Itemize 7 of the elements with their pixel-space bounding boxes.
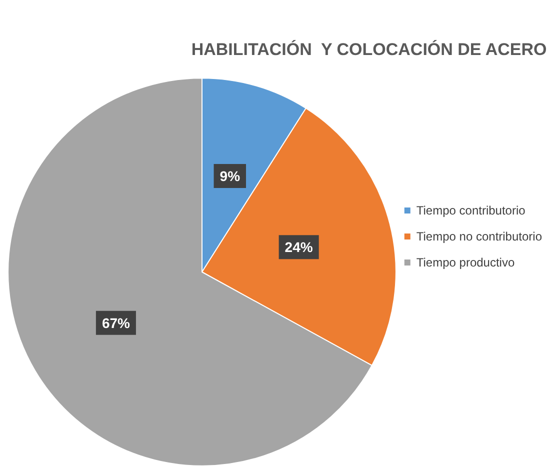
chart-title: HABILITACIÓN Y COLOCACIÓN DE ACERO [191,39,547,59]
legend-label: Tiempo contributorio [416,204,526,218]
data-label: 24% [284,239,314,256]
data-label: 9% [220,168,241,184]
data-label: 67% [102,314,131,331]
legend-label: Tiempo productivo [416,256,515,270]
legend-label: Tiempo no contributorio [416,230,542,244]
